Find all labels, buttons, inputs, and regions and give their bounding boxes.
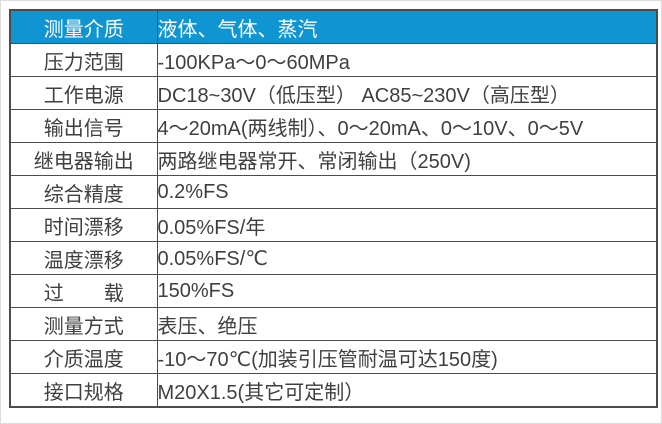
table-row: 测量方式 表压、绝压 bbox=[9, 307, 658, 341]
table-row: 接口规格 M20X1.5(其它可定制） bbox=[9, 373, 658, 408]
table-row: 介质温度 -10～70℃(加装引压管耐温可达150度) bbox=[9, 340, 658, 374]
row-label-cell: 测量方式 bbox=[9, 307, 158, 341]
row-label-cell: 接口规格 bbox=[9, 373, 158, 408]
table-row: 输出信号 4～20mA(两线制）、0～20mA、0～10V、0～5V bbox=[9, 109, 658, 143]
row-label-cell: 工作电源 bbox=[9, 76, 158, 110]
table-row: 温度漂移 0.05%FS/℃ bbox=[9, 241, 658, 275]
table-row: 综合精度 0.2%FS bbox=[9, 175, 658, 209]
row-value-cell: M20X1.5(其它可定制） bbox=[156, 373, 658, 408]
header-value-cell: 液体、气体、蒸汽 bbox=[156, 9, 658, 44]
header-label-cell: 测量介质 bbox=[9, 9, 158, 44]
row-value-cell: -100KPa～0～60MPa bbox=[156, 43, 658, 77]
row-value-cell: 0.2%FS bbox=[156, 175, 658, 209]
row-label-cell: 继电器输出 bbox=[9, 142, 158, 176]
table-row: 时间漂移 0.05%FS/年 bbox=[9, 208, 658, 242]
table-header-row: 测量介质 液体、气体、蒸汽 bbox=[9, 9, 658, 44]
row-value-cell: 4～20mA(两线制）、0～20mA、0～10V、0～5V bbox=[156, 109, 658, 143]
table-row: 继电器输出 两路继电器常开、常闭输出（250V) bbox=[9, 142, 658, 176]
row-value-cell: 两路继电器常开、常闭输出（250V) bbox=[156, 142, 658, 176]
spec-table: 测量介质 液体、气体、蒸汽 压力范围 -100KPa～0～60MPa 工作电源 … bbox=[9, 9, 658, 408]
row-label-cell: 输出信号 bbox=[9, 109, 158, 143]
row-label-cell: 压力范围 bbox=[9, 43, 158, 77]
row-value-cell: 150%FS bbox=[156, 274, 658, 308]
row-value-cell: DC18~30V（低压型） AC85~230V（高压型） bbox=[156, 76, 658, 110]
row-label-cell: 时间漂移 bbox=[9, 208, 158, 242]
table-row: 压力范围 -100KPa～0～60MPa bbox=[9, 43, 658, 77]
table-row: 过 载 150%FS bbox=[9, 274, 658, 308]
row-label-cell: 过 载 bbox=[9, 274, 158, 308]
row-label-cell: 介质温度 bbox=[9, 340, 158, 374]
row-value-cell: -10～70℃(加装引压管耐温可达150度) bbox=[156, 340, 658, 374]
row-label-cell: 综合精度 bbox=[9, 175, 158, 209]
row-value-cell: 0.05%FS/℃ bbox=[156, 241, 658, 275]
row-label-cell: 温度漂移 bbox=[9, 241, 158, 275]
row-value-cell: 表压、绝压 bbox=[156, 307, 658, 341]
row-value-cell: 0.05%FS/年 bbox=[156, 208, 658, 242]
table-row: 工作电源 DC18~30V（低压型） AC85~230V（高压型） bbox=[9, 76, 658, 110]
